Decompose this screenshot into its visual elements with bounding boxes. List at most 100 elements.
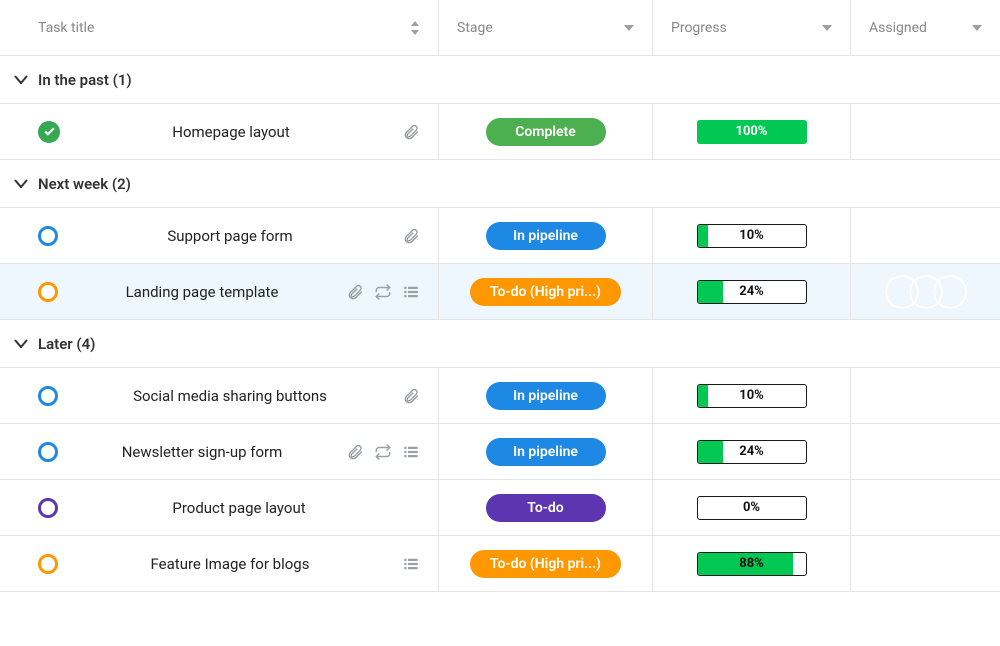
- task-title-cell[interactable]: Landing page template: [0, 264, 438, 319]
- avatar[interactable]: [909, 379, 943, 413]
- progress-bar: 88%: [697, 552, 807, 576]
- column-progress-label: Progress: [671, 20, 727, 36]
- sort-icon[interactable]: [410, 21, 420, 35]
- avatar-stack[interactable]: [909, 379, 943, 413]
- stage-label: To-do: [527, 500, 563, 516]
- stage-pill[interactable]: To-do (High pri...): [470, 550, 621, 578]
- avatar[interactable]: [921, 491, 955, 525]
- avatar[interactable]: [933, 275, 967, 309]
- chevron-down-icon[interactable]: [972, 25, 982, 31]
- task-stage-cell[interactable]: Complete: [438, 104, 652, 159]
- stage-label: To-do (High pri...): [490, 556, 601, 572]
- task-progress-cell[interactable]: 100%: [652, 104, 850, 159]
- group-label: Next week (2): [38, 175, 131, 193]
- task-assigned-cell[interactable]: [850, 536, 1000, 591]
- stage-pill[interactable]: In pipeline: [486, 382, 606, 410]
- avatar[interactable]: [909, 115, 943, 149]
- task-row[interactable]: Product page layout To-do 0%: [0, 480, 1000, 536]
- avatar-stack[interactable]: [909, 435, 943, 469]
- status-check-icon: [38, 121, 60, 143]
- chevron-down-icon[interactable]: [822, 25, 832, 31]
- column-header-assigned[interactable]: Assigned: [850, 0, 1000, 55]
- chevron-down-icon[interactable]: [624, 25, 634, 31]
- avatar-stack[interactable]: [909, 547, 943, 581]
- task-row[interactable]: Support page form In pipeline 10%: [0, 208, 1000, 264]
- progress-bar: 10%: [697, 384, 807, 408]
- attach-icon: [402, 387, 420, 405]
- task-title: Homepage layout: [172, 123, 289, 141]
- task-meta-icons: [402, 555, 420, 573]
- avatar[interactable]: [909, 219, 943, 253]
- task-title-cell[interactable]: Feature Image for blogs: [0, 536, 438, 591]
- group-header[interactable]: Later (4): [0, 320, 1000, 368]
- task-stage-cell[interactable]: To-do (High pri...): [438, 536, 652, 591]
- task-progress-cell[interactable]: 0%: [652, 480, 850, 535]
- task-title: Product page layout: [172, 499, 305, 517]
- progress-label: 10%: [698, 225, 806, 247]
- task-progress-cell[interactable]: 88%: [652, 536, 850, 591]
- attach-icon: [402, 227, 420, 245]
- list-icon: [402, 555, 420, 573]
- avatar-stack[interactable]: [909, 115, 943, 149]
- progress-label: 100%: [736, 124, 768, 139]
- avatar[interactable]: [909, 547, 943, 581]
- task-progress-cell[interactable]: 10%: [652, 208, 850, 263]
- stage-pill[interactable]: In pipeline: [486, 222, 606, 250]
- task-title: Landing page template: [126, 283, 279, 301]
- task-progress-cell[interactable]: 10%: [652, 368, 850, 423]
- task-table: Task title Stage Progress Assi: [0, 0, 1000, 592]
- progress-label: 0%: [698, 497, 806, 519]
- column-header-title[interactable]: Task title: [0, 20, 438, 36]
- task-assigned-cell[interactable]: [850, 104, 1000, 159]
- task-row[interactable]: Homepage layout Complete 100%: [0, 104, 1000, 160]
- task-row[interactable]: Landing page template To-do (High pri...)…: [0, 264, 1000, 320]
- task-row[interactable]: Social media sharing buttons In pipeline 1…: [0, 368, 1000, 424]
- avatar[interactable]: [909, 435, 943, 469]
- avatar-stack[interactable]: [897, 491, 955, 525]
- column-header-progress[interactable]: Progress: [652, 0, 850, 55]
- avatar-stack[interactable]: [885, 275, 967, 309]
- task-assigned-cell[interactable]: [850, 264, 1000, 319]
- task-stage-cell[interactable]: In pipeline: [438, 368, 652, 423]
- task-assigned-cell[interactable]: [850, 424, 1000, 479]
- group-header[interactable]: Next week (2): [0, 160, 1000, 208]
- avatar-stack[interactable]: [909, 219, 943, 253]
- column-header-stage[interactable]: Stage: [438, 0, 652, 55]
- stage-label: In pipeline: [513, 228, 578, 244]
- status-ring-icon: [38, 498, 58, 518]
- stage-pill[interactable]: To-do: [486, 494, 606, 522]
- task-title: Newsletter sign-up form: [122, 443, 283, 461]
- task-assigned-cell[interactable]: [850, 368, 1000, 423]
- progress-label: 24%: [698, 441, 806, 463]
- task-stage-cell[interactable]: In pipeline: [438, 424, 652, 479]
- chevron-down-icon: [14, 75, 28, 84]
- task-progress-cell[interactable]: 24%: [652, 424, 850, 479]
- task-row[interactable]: Feature Image for blogs To-do (High pri..…: [0, 536, 1000, 592]
- task-assigned-cell[interactable]: [850, 208, 1000, 263]
- stage-pill[interactable]: To-do (High pri...): [470, 278, 621, 306]
- list-icon: [402, 443, 420, 461]
- task-stage-cell[interactable]: To-do: [438, 480, 652, 535]
- status-ring-icon: [38, 554, 58, 574]
- task-assigned-cell[interactable]: [850, 480, 1000, 535]
- progress-bar: 24%: [697, 280, 807, 304]
- task-title-cell[interactable]: Newsletter sign-up form: [0, 424, 438, 479]
- task-row[interactable]: Newsletter sign-up form In pipeline 24%: [0, 424, 1000, 480]
- repeat-icon: [374, 443, 392, 461]
- task-title-cell[interactable]: Homepage layout: [0, 104, 438, 159]
- progress-bar: 0%: [697, 496, 807, 520]
- progress-bar: 10%: [697, 224, 807, 248]
- chevron-down-icon: [14, 179, 28, 188]
- group-header[interactable]: In the past (1): [0, 56, 1000, 104]
- progress-label: 10%: [698, 385, 806, 407]
- task-stage-cell[interactable]: To-do (High pri...): [438, 264, 652, 319]
- task-title-cell[interactable]: Social media sharing buttons: [0, 368, 438, 423]
- task-title-cell[interactable]: Product page layout: [0, 480, 438, 535]
- task-progress-cell[interactable]: 24%: [652, 264, 850, 319]
- task-stage-cell[interactable]: In pipeline: [438, 208, 652, 263]
- stage-pill[interactable]: In pipeline: [486, 438, 606, 466]
- stage-pill[interactable]: Complete: [486, 118, 606, 146]
- column-assigned-label: Assigned: [869, 20, 927, 36]
- task-title: Feature Image for blogs: [151, 555, 310, 573]
- task-title-cell[interactable]: Support page form: [0, 208, 438, 263]
